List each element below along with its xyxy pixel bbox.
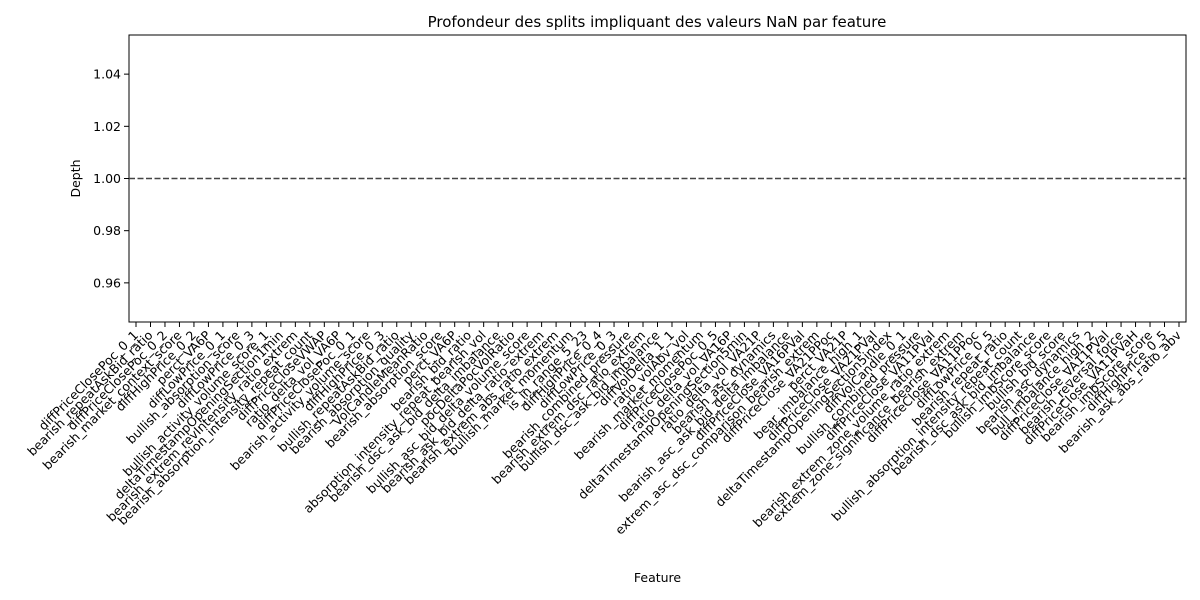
- y-tick-label: 1.02: [93, 119, 121, 134]
- y-tick-label: 1.00: [93, 171, 121, 186]
- chart-title: Profondeur des splits impliquant des val…: [428, 13, 887, 31]
- y-tick-label: 0.96: [93, 275, 121, 290]
- y-tick-label: 0.98: [93, 223, 121, 238]
- y-tick-label: 1.04: [93, 67, 121, 82]
- x-axis-label: Feature: [634, 570, 682, 585]
- y-axis-label: Depth: [68, 159, 83, 197]
- y-axis: 0.96 0.98 1.00 1.02 1.04: [93, 67, 129, 290]
